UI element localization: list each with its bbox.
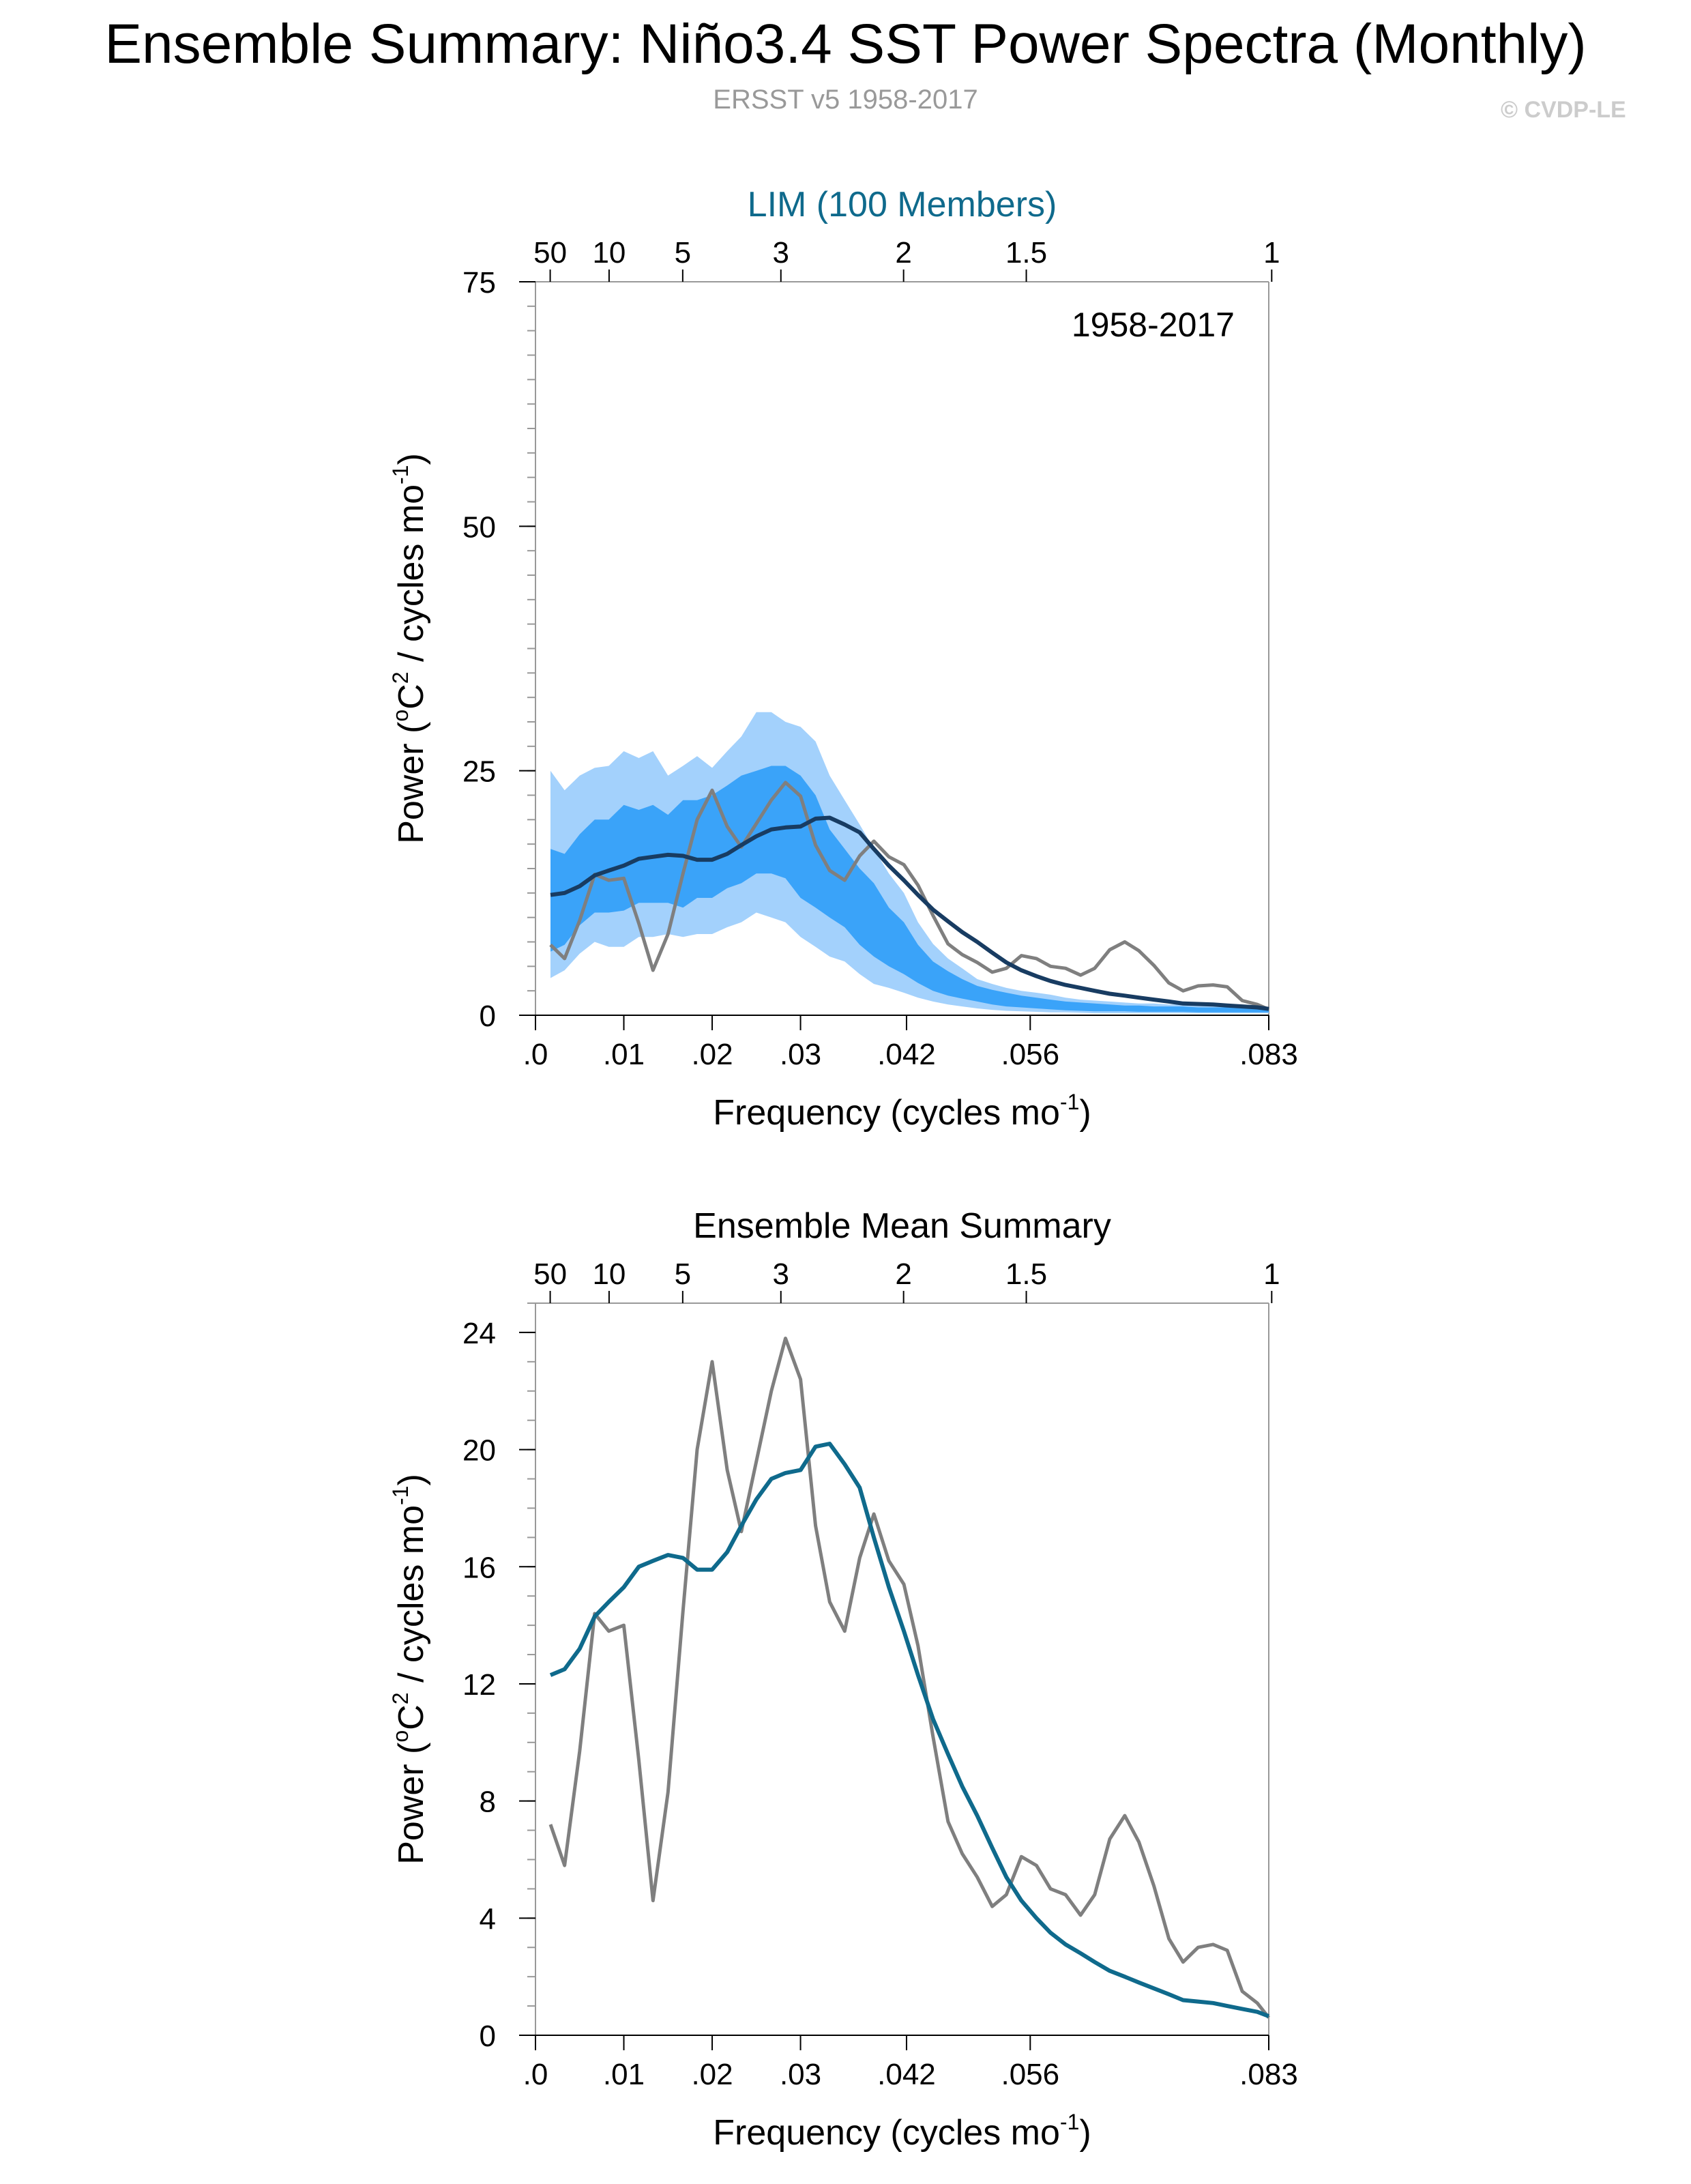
x-tick-label: .056 [1001,2058,1059,2091]
x-tick-label: .056 [1001,1038,1059,1071]
top-axis-label: 1 [1263,1257,1280,1291]
copyright-notice: © CVDP-LE [1501,97,1626,123]
y-axis-label-sup: -1 [388,1486,413,1505]
top-axis-label: 10 [592,1257,626,1291]
top-axis-label: 5 [675,1257,691,1291]
y-tick-label: 16 [462,1551,496,1584]
top-axis-label: 2 [895,236,911,270]
y-axis-label-part: / cycles mo [392,1505,431,1693]
period-annotation: 1958-2017 [1072,306,1235,344]
page-title: Ensemble Summary: Niño3.4 SST Power Spec… [104,13,1587,75]
x-axis-label: Frequency (cycles mo-1) [713,2110,1091,2153]
y-axis-label-part: Power ( [392,1742,431,1865]
x-tick-label: .01 [603,2058,645,2091]
y-axis-label-sup: 2 [388,1692,413,1704]
y-axis-label-part: C [392,1704,431,1730]
top-axis-label: 1.5 [1005,236,1047,270]
x-axis-label-sup: -1 [1060,1090,1079,1114]
top-axis-label: 50 [533,236,567,270]
x-tick-label: .01 [603,1038,645,1071]
top-axis-label: 50 [533,1257,567,1291]
x-tick-label: .02 [691,2058,733,2091]
y-tick-label: 20 [462,1434,496,1468]
y-axis-label-part: / cycles mo [392,484,431,672]
observed-line [549,781,1269,1011]
panel1-chart: 0 25 50 75 .0 .01 .02 .03 .042 .056 .083 50 10 5 3 2 1.5… [388,185,1298,1133]
x-axis-label-end: ) [1079,2113,1091,2153]
ensemble-mean-line [549,1442,1270,2018]
top-axis-label: 5 [675,236,691,270]
y-axis-label-part: Power ( [392,721,431,844]
y-axis-label-sup: o [388,1730,413,1743]
top-axis-label: 1 [1263,236,1280,270]
y-tick-label: 0 [480,1000,496,1033]
x-axis-label-text: Frequency (cycles mo [713,2113,1060,2153]
x-tick-label: .03 [780,1038,821,1071]
x-axis-label: Frequency (cycles mo-1) [713,1090,1091,1133]
x-tick-label: .083 [1239,1038,1298,1071]
top-axis-label: 10 [592,236,626,270]
y-tick-label: 0 [480,2020,496,2053]
top-axis-label: 3 [773,1257,789,1291]
y-tick-label: 24 [462,1317,496,1350]
y-axis-label-sup: -1 [388,465,413,484]
y-tick-label: 50 [462,510,496,544]
inner-range-band [550,766,1269,1013]
y-tick-label: 8 [480,1786,496,1819]
x-tick-label: .03 [780,2058,821,2091]
x-axis-label-end: ) [1079,1093,1091,1133]
panel-title: LIM (100 Members) [748,185,1057,224]
observed-line [548,1337,1270,2019]
panel-title: Ensemble Mean Summary [693,1206,1111,1246]
x-tick-label: .02 [691,1038,733,1071]
y-tick-label: 25 [462,755,496,789]
x-tick-label: .042 [877,1038,936,1071]
x-tick-label: .0 [523,2058,548,2091]
y-axis-label-part: ) [392,453,431,465]
y-axis-label: Power (oC2 / cycles mo-1) [388,1474,431,1865]
y-axis-label-part: C [392,684,431,710]
x-tick-label: .0 [523,1038,548,1071]
top-axis-label: 2 [895,1257,911,1291]
y-axis-label: Power (oC2 / cycles mo-1) [388,453,431,844]
top-axis-label: 1.5 [1005,1257,1047,1291]
top-axis-label: 3 [773,236,789,270]
x-axis-label-sup: -1 [1060,2110,1079,2134]
y-tick-label: 75 [462,266,496,300]
y-axis-label-sup: 2 [388,671,413,684]
y-axis-label-part: ) [392,1474,431,1485]
y-tick-label: 4 [480,1902,496,1936]
x-axis-label-text: Frequency (cycles mo [713,1093,1060,1133]
x-tick-label: .083 [1239,2058,1298,2091]
ensemble-mean-line [550,815,1269,1011]
x-tick-label: .042 [877,2058,936,2091]
y-tick-label: 12 [462,1668,496,1702]
y-axis-label-sup: o [388,710,413,722]
page-subtitle: ERSST v5 1958-2017 [713,85,978,115]
